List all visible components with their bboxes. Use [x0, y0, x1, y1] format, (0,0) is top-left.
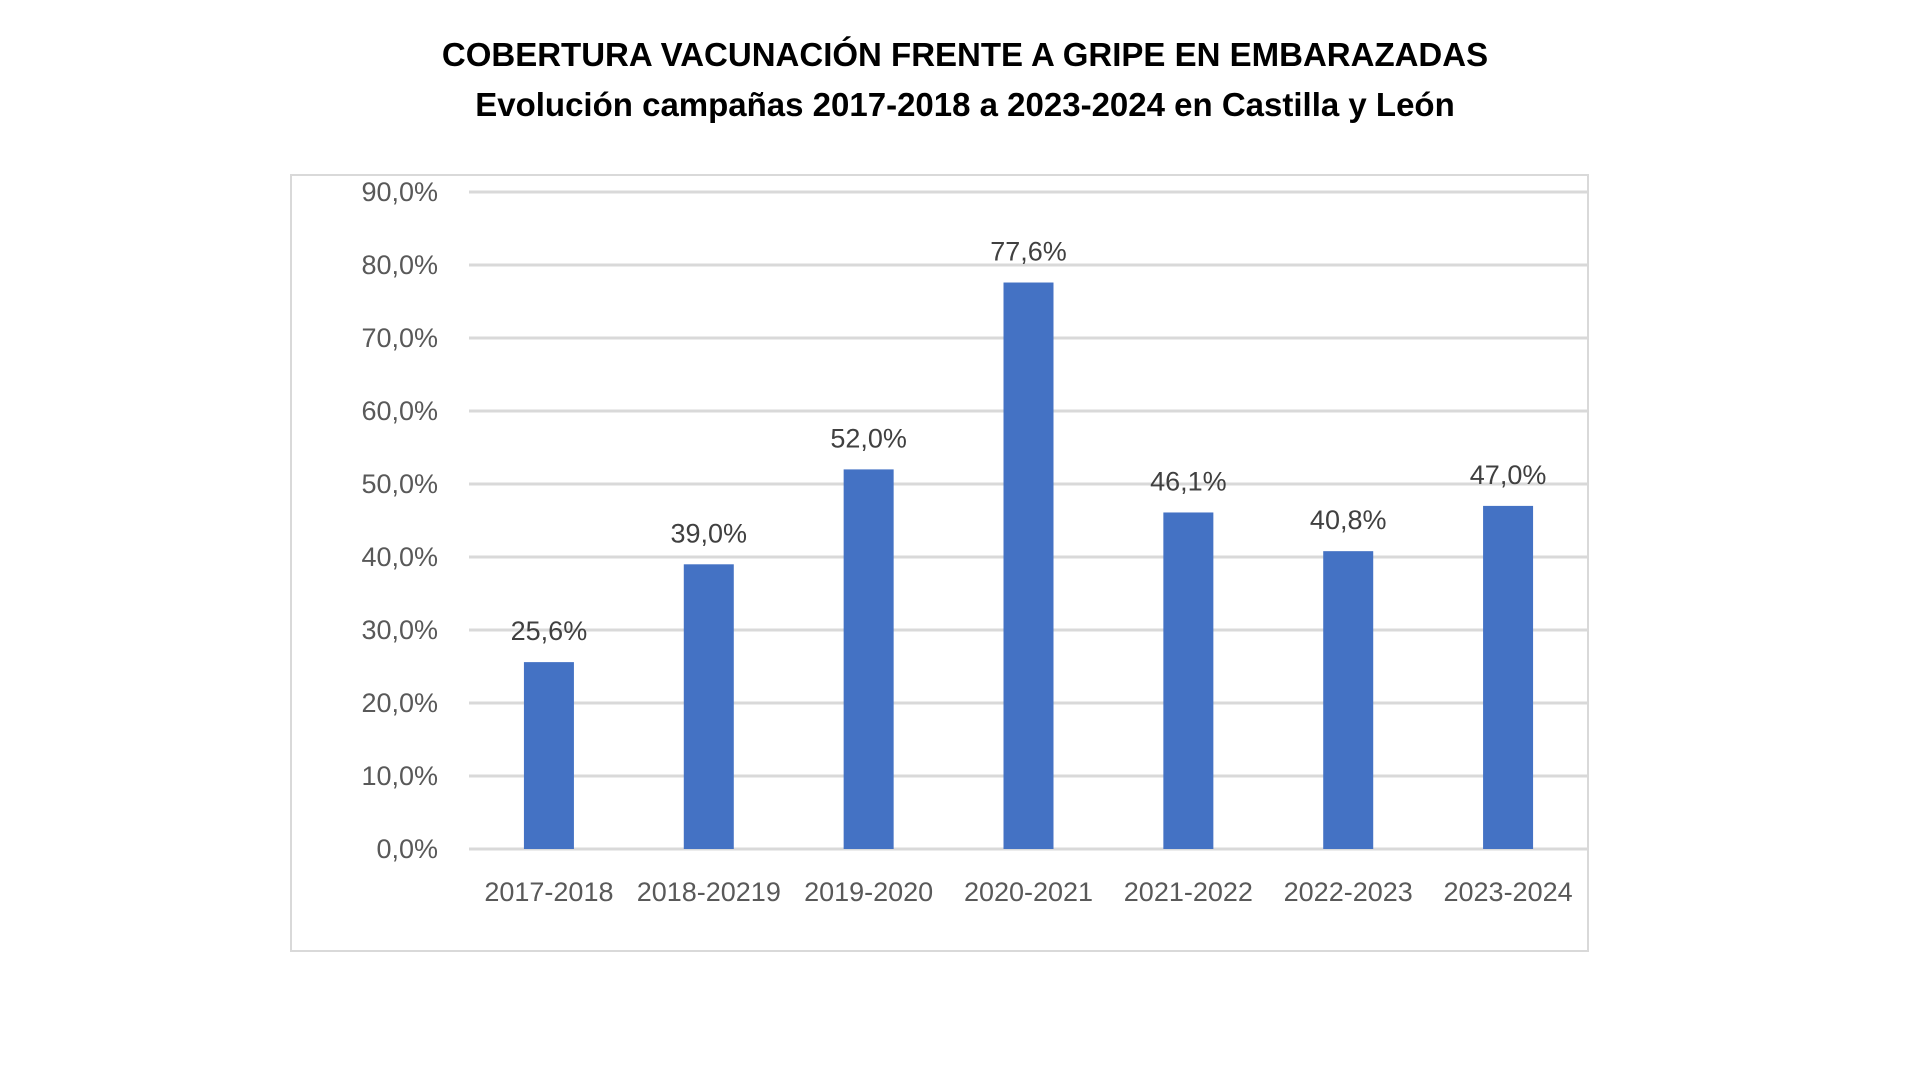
bar	[683, 564, 734, 849]
x-tick-label: 2018-20219	[637, 877, 781, 907]
bar	[523, 662, 574, 849]
data-label: 52,0%	[830, 423, 907, 453]
y-tick-label: 70,0%	[361, 323, 438, 353]
y-tick-label: 60,0%	[361, 396, 438, 426]
data-label: 25,6%	[511, 616, 588, 646]
chart-title: COBERTURA VACUNACIÓN FRENTE A GRIPE EN E…	[441, 36, 1489, 73]
y-tick-label: 80,0%	[361, 250, 438, 280]
x-tick-label: 2020-2021	[964, 877, 1093, 907]
x-tick-label: 2022-2023	[1284, 877, 1413, 907]
x-tick-label: 2019-2020	[804, 877, 933, 907]
x-tick-label: 2017-2018	[484, 877, 613, 907]
bar	[1163, 512, 1214, 849]
y-tick-label: 30,0%	[361, 615, 438, 645]
data-label: 77,6%	[990, 237, 1067, 267]
y-tick-label: 90,0%	[361, 177, 438, 207]
y-tick-label: 0,0%	[376, 834, 438, 864]
y-tick-label: 20,0%	[361, 688, 438, 718]
chart-frame	[290, 174, 1589, 952]
data-label: 40,8%	[1310, 505, 1387, 535]
y-tick-label: 50,0%	[361, 469, 438, 499]
data-label: 46,1%	[1150, 466, 1227, 496]
data-label: 47,0%	[1470, 460, 1547, 490]
y-tick-label: 10,0%	[361, 761, 438, 791]
x-tick-label: 2023-2024	[1444, 877, 1573, 907]
bar	[1003, 282, 1054, 849]
y-tick-label: 40,0%	[361, 542, 438, 572]
x-tick-label: 2021-2022	[1124, 877, 1253, 907]
bar	[843, 469, 894, 849]
bar	[1483, 505, 1534, 849]
chart-subtitle: Evolución campañas 2017-2018 a 2023-2024…	[475, 86, 1455, 123]
data-label: 39,0%	[671, 518, 748, 548]
bar	[1323, 551, 1374, 849]
